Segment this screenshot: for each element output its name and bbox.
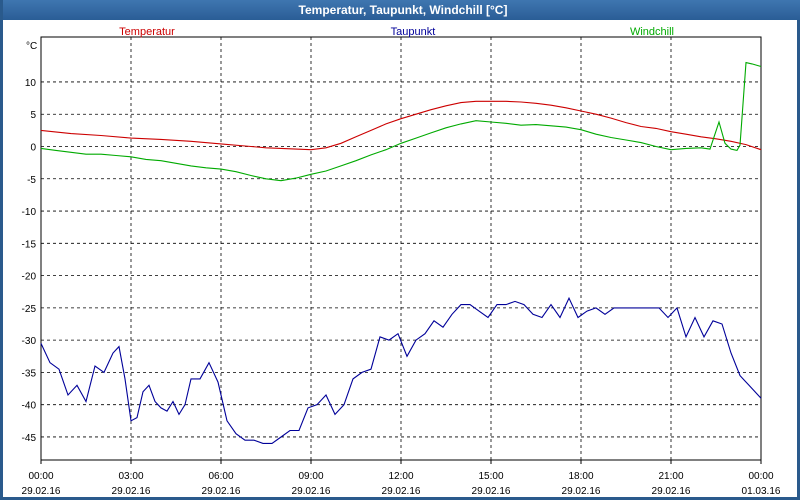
x-tick-time: 06:00	[208, 471, 233, 482]
series-taupunkt	[40, 296, 762, 444]
x-tick-date: 29.02.16	[22, 486, 61, 497]
x-tick-date: 01.03.16	[742, 486, 781, 497]
x-tick-date: 29.02.16	[292, 486, 331, 497]
x-tick-date: 29.02.16	[562, 486, 601, 497]
x-tick-time: 00:00	[748, 471, 773, 482]
window-title: Temperatur, Taupunkt, Windchill [°C]	[3, 0, 800, 20]
legend-temperatur: Temperatur	[119, 26, 175, 38]
y-ticks: 10 5 0 -5 -10 -15 -20 -25 -30 -35 -40 -45	[22, 78, 37, 444]
y-tick-label: 0	[30, 143, 36, 154]
x-tick-time: 03:00	[118, 471, 143, 482]
x-tick-date: 29.02.16	[652, 486, 691, 497]
y-tick-label: -45	[22, 433, 37, 444]
x-tick-date: 29.02.16	[202, 486, 241, 497]
axes	[40, 36, 762, 464]
x-tick-date: 29.02.16	[112, 486, 151, 497]
legend-taupunkt: Taupunkt	[391, 26, 436, 38]
x-tick-time: 18:00	[568, 471, 593, 482]
grid	[41, 37, 761, 460]
y-tick-label: -35	[22, 368, 37, 379]
x-tick-time: 12:00	[388, 471, 413, 482]
series-windchill	[40, 61, 762, 182]
x-tick-time: 15:00	[478, 471, 503, 482]
legend-windchill: Windchill	[630, 26, 674, 38]
y-tick-label: -5	[27, 175, 36, 186]
legend: Temperatur Taupunkt Windchill	[119, 26, 674, 38]
x-tick-time: 00:00	[28, 471, 53, 482]
y-tick-label: -30	[22, 336, 37, 347]
series-temperatur	[40, 100, 762, 151]
y-tick-label: 10	[25, 78, 37, 89]
y-axis-label: °C	[26, 41, 37, 52]
x-tick-time: 21:00	[658, 471, 683, 482]
x-tick-time: 09:00	[298, 471, 323, 482]
y-tick-label: -40	[22, 401, 37, 412]
x-tick-date: 29.02.16	[382, 486, 421, 497]
y-tick-label: -20	[22, 272, 37, 283]
y-tick-label: -15	[22, 239, 37, 250]
series-lines	[40, 61, 762, 444]
y-tick-label: -25	[22, 304, 37, 315]
x-ticks: 00:00 29.02.16 03:00 29.02.16 06:00 29.02.16 0…	[22, 471, 781, 497]
y-tick-label: 5	[30, 110, 36, 121]
x-tick-date: 29.02.16	[472, 486, 511, 497]
y-tick-label: -10	[22, 207, 37, 218]
